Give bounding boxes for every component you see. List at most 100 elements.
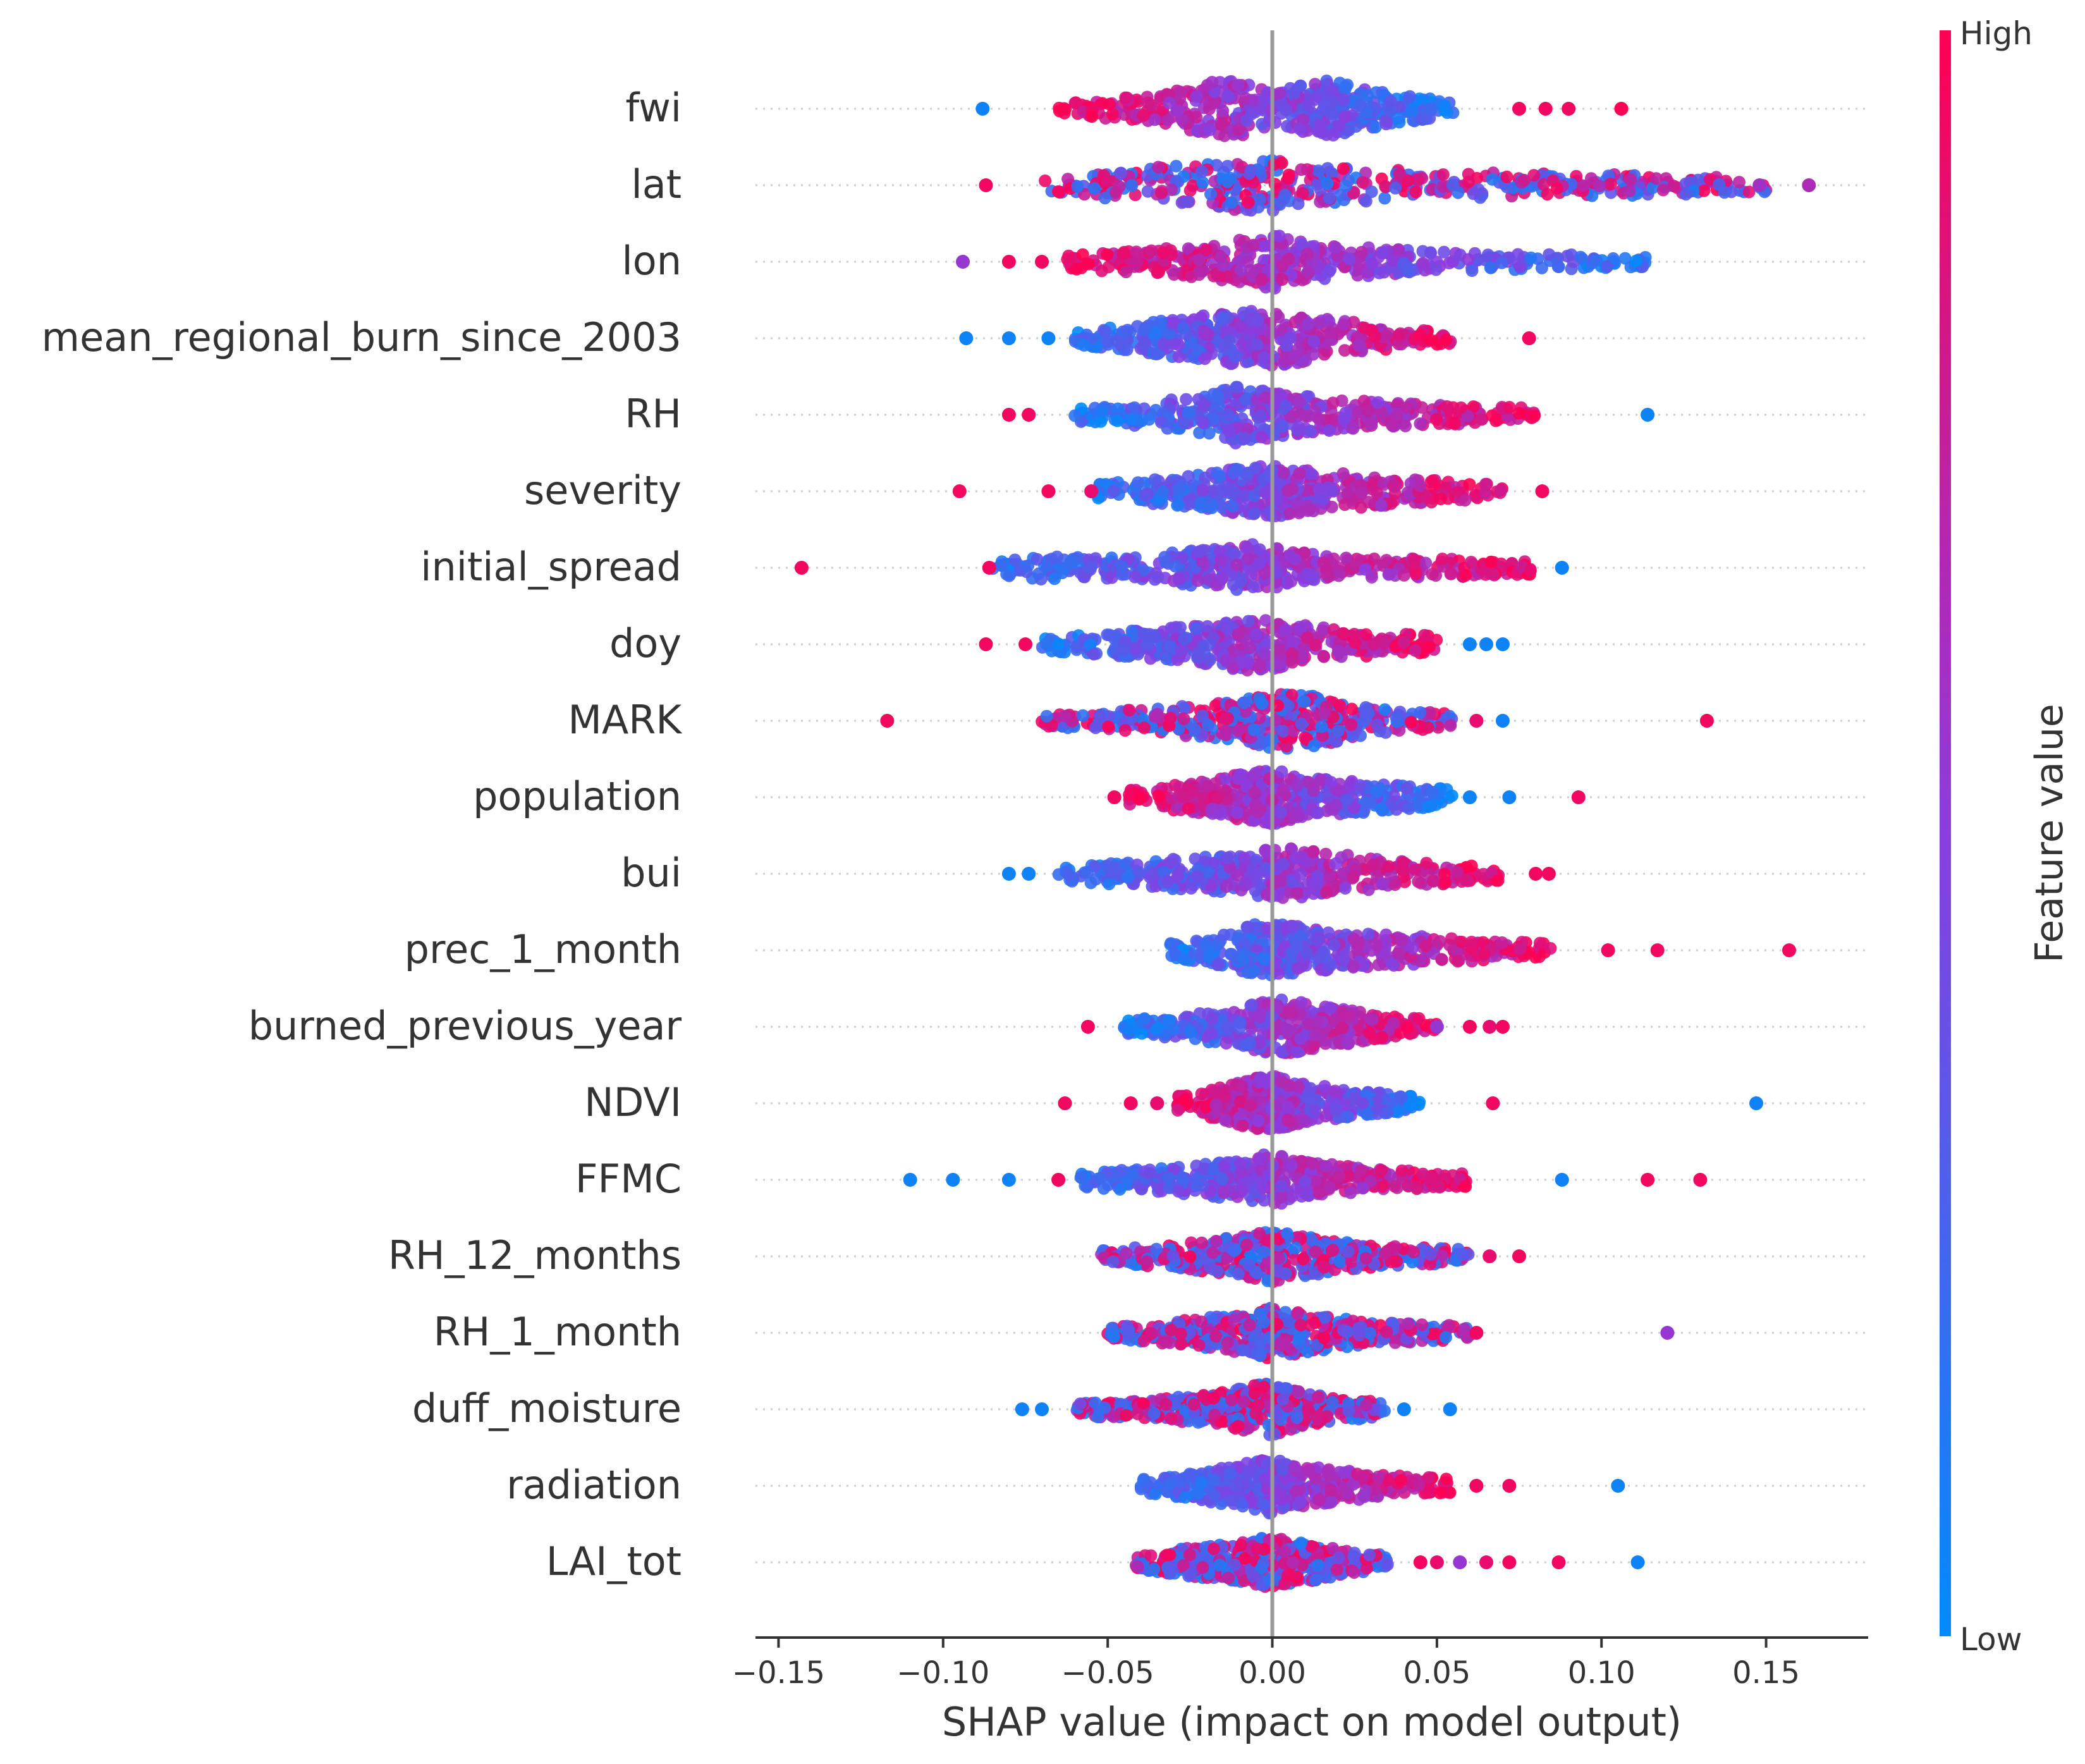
shap-point [1426, 785, 1439, 799]
shap-point [1148, 710, 1161, 723]
shap-point [1326, 396, 1340, 410]
shap-point [1137, 324, 1151, 338]
shap-point [1137, 627, 1150, 640]
shap-point [1148, 573, 1161, 586]
shap-point [1102, 260, 1115, 274]
shap-point [1123, 704, 1136, 717]
shap-point [1196, 484, 1209, 496]
shap-point [1323, 424, 1336, 437]
shap-point [1098, 192, 1111, 205]
shap-point [1360, 89, 1374, 102]
shap-point [1593, 180, 1606, 193]
shap-point [1085, 560, 1098, 573]
shap-point [1337, 93, 1350, 106]
shap-point [1259, 391, 1272, 404]
shap-point [1316, 624, 1329, 637]
shap-point [1302, 317, 1315, 330]
shap-point [1171, 869, 1184, 882]
shap-point [1462, 253, 1475, 266]
shap-point [1115, 560, 1128, 573]
feature-row [1164, 918, 1796, 982]
shap-point [1372, 396, 1385, 409]
shap-point [1108, 861, 1122, 874]
shap-point [1409, 644, 1422, 657]
shap-point [1424, 246, 1437, 259]
shap-point [1088, 182, 1101, 195]
shap-point [1420, 857, 1433, 870]
shap-point [1243, 641, 1256, 654]
shap-point [1330, 857, 1343, 870]
shap-point [1252, 805, 1264, 818]
shap-point [1128, 570, 1142, 584]
feature-row [1001, 381, 1655, 450]
shap-point [1278, 399, 1292, 412]
shap-point [1078, 339, 1091, 352]
shap-point [1295, 718, 1308, 730]
shap-point [1388, 878, 1402, 891]
shap-point [1192, 651, 1205, 665]
shap-point [1115, 166, 1128, 180]
shap-point [1201, 780, 1214, 793]
shap-point [1299, 410, 1312, 423]
shap-point [1214, 250, 1227, 264]
shap-point [1053, 104, 1066, 118]
shap-point [1095, 405, 1108, 419]
shap-outlier-point [1018, 637, 1032, 651]
shap-outlier-point [1502, 790, 1517, 804]
shap-point [1367, 637, 1381, 651]
shap-point [1503, 401, 1516, 414]
shap-point [1165, 622, 1178, 635]
shap-outlier-point [1802, 178, 1816, 192]
shap-point [1424, 102, 1436, 115]
shap-point [1329, 241, 1342, 254]
shap-point [1232, 123, 1245, 136]
shap-point [1221, 159, 1234, 173]
shap-point [1188, 723, 1201, 736]
shap-point [1240, 541, 1254, 554]
shap-point [1161, 422, 1174, 435]
shap-point [1232, 725, 1245, 738]
shap-point [1310, 876, 1323, 890]
shap-point [1400, 781, 1414, 795]
shap-point [1099, 325, 1112, 338]
shap-point [1307, 739, 1321, 752]
shap-point [1364, 796, 1377, 809]
shap-outlier-point [880, 714, 895, 728]
shap-point [1290, 887, 1304, 900]
shap-outlier-point [1541, 867, 1556, 881]
feature-row [979, 154, 1816, 217]
shap-point [1345, 718, 1358, 732]
shap-point [1340, 793, 1354, 806]
shap-point [1465, 556, 1477, 568]
shap-point [1412, 173, 1425, 187]
shap-point [1228, 485, 1241, 498]
shap-point [1220, 880, 1233, 893]
shap-point [1193, 264, 1206, 278]
shap-point [1379, 118, 1393, 131]
shap-points [794, 74, 1816, 1593]
shap-point [1191, 870, 1204, 883]
shap-point [1216, 104, 1230, 118]
shap-point [1656, 183, 1670, 197]
shap-point [1629, 254, 1642, 267]
shap-point [1039, 175, 1052, 187]
shap-point [1312, 806, 1324, 819]
shap-point [1257, 472, 1270, 486]
shap-point [1166, 792, 1179, 805]
shap-point [1102, 720, 1115, 733]
shap-point [1318, 348, 1331, 361]
shap-point [1324, 326, 1337, 339]
shap-point [1414, 706, 1427, 719]
shap-point [1293, 868, 1307, 881]
shap-point [1312, 413, 1326, 426]
shap-point [1111, 414, 1124, 427]
shap-point [1320, 886, 1333, 899]
shap-point [1145, 869, 1158, 882]
shap-point [1434, 493, 1447, 505]
shap-point [1398, 635, 1410, 649]
shap-point [1278, 188, 1292, 202]
shap-point [1446, 178, 1459, 192]
shap-point [1368, 330, 1381, 343]
shap-point [1275, 805, 1287, 819]
shap-outlier-point [959, 331, 974, 345]
